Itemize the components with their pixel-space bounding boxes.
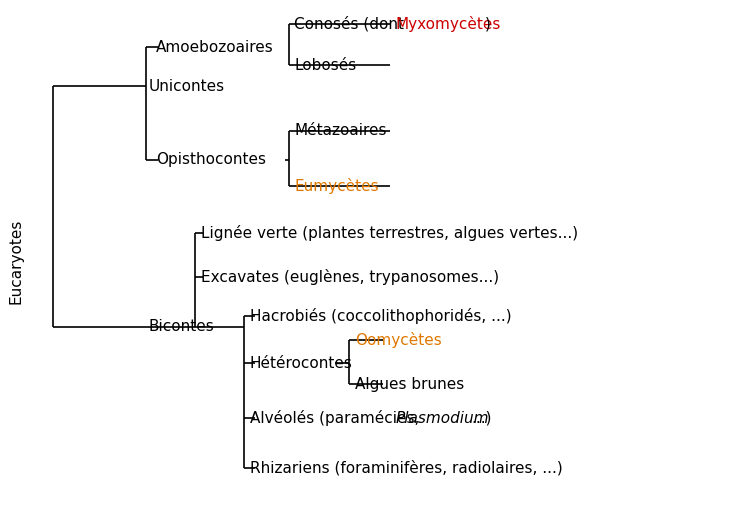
- Text: Rhizariens (foraminifères, radiolaires, ...): Rhizariens (foraminifères, radiolaires, …: [250, 460, 562, 476]
- Text: Excavates (euglènes, trypanosomes...): Excavates (euglènes, trypanosomes...): [201, 269, 500, 285]
- Text: Métazoaires: Métazoaires: [294, 123, 386, 138]
- Text: Amoebozoaires: Amoebozoaires: [156, 40, 274, 54]
- Text: Unicontes: Unicontes: [148, 79, 225, 94]
- Text: Bicontes: Bicontes: [148, 320, 214, 334]
- Text: Plasmodium: Plasmodium: [396, 411, 490, 426]
- Text: ): ): [485, 16, 491, 31]
- Text: Conosés (dont: Conosés (dont: [294, 16, 409, 31]
- Text: Lobosés: Lobosés: [294, 58, 356, 73]
- Text: ...): ...): [471, 411, 491, 426]
- Text: Oomycètes: Oomycètes: [355, 332, 442, 348]
- Text: Eucaryotes: Eucaryotes: [9, 219, 24, 304]
- Text: Hétérocontes: Hétérocontes: [250, 356, 352, 371]
- Text: Myxomycètes: Myxomycètes: [395, 16, 501, 31]
- Text: Hacrobiés (coccolithophoridés, ...): Hacrobiés (coccolithophoridés, ...): [250, 309, 512, 324]
- Text: Alvéolés (paramécies,: Alvéolés (paramécies,: [250, 411, 424, 426]
- Text: Lignée verte (plantes terrestres, algues vertes...): Lignée verte (plantes terrestres, algues…: [201, 225, 578, 241]
- Text: Opisthocontes: Opisthocontes: [156, 152, 266, 167]
- Text: Eumycètes: Eumycètes: [294, 178, 379, 194]
- Text: Algues brunes: Algues brunes: [355, 377, 464, 392]
